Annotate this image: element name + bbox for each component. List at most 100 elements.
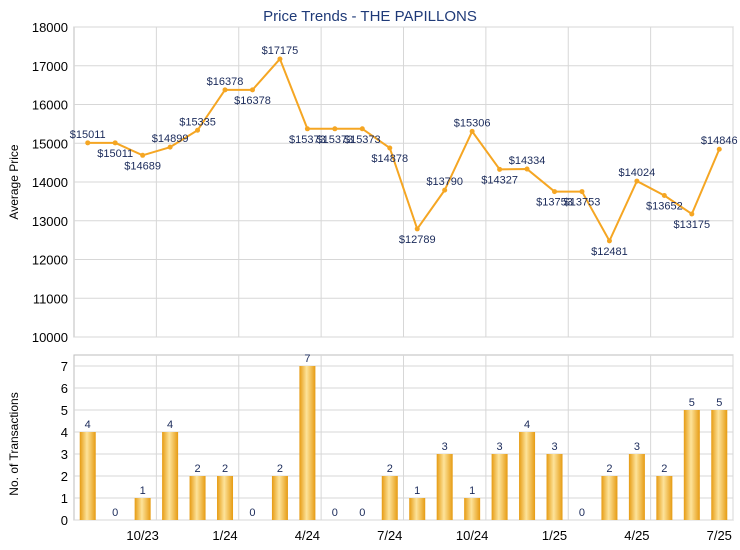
price-point <box>579 189 585 195</box>
transactions-axis-label: No. of Transactions <box>7 392 21 495</box>
x-tick-label: 1/25 <box>542 528 567 543</box>
transactions-bar <box>711 410 728 520</box>
price-line <box>87 57 721 242</box>
transactions-tick-label: 3 <box>61 447 68 462</box>
transactions-data-label: 2 <box>222 463 228 475</box>
price-point <box>332 126 338 132</box>
price-point <box>689 211 695 217</box>
price-point <box>112 140 118 146</box>
price-point <box>85 140 91 146</box>
transactions-data-label: 5 <box>716 397 722 409</box>
price-tick-label: 17000 <box>32 59 68 74</box>
price-data-label: $15306 <box>454 117 491 129</box>
price-data-label: $13790 <box>426 176 463 188</box>
transactions-tick-label: 2 <box>61 469 68 484</box>
price-point <box>524 166 530 172</box>
price-data-label: $15373 <box>289 134 326 146</box>
transactions-tick-label: 6 <box>61 381 68 396</box>
price-data-label: $14878 <box>371 153 408 165</box>
price-tick-label: 16000 <box>32 98 68 113</box>
transactions-bar <box>79 432 96 520</box>
chart-title: Price Trends - THE PAPILLONS <box>263 8 477 25</box>
transactions-bar <box>299 366 316 520</box>
price-tick-label: 13000 <box>32 214 68 229</box>
transactions-data-label: 1 <box>469 485 475 497</box>
price-data-label: $16378 <box>234 95 271 107</box>
transactions-bar <box>464 498 481 520</box>
price-data-label: $14327 <box>481 174 518 186</box>
x-tick-label: 10/23 <box>126 528 159 543</box>
price-data-label: $13652 <box>646 200 683 212</box>
transactions-data-label: 2 <box>606 463 612 475</box>
price-data-label: $14024 <box>619 167 656 179</box>
transactions-data-label: 2 <box>387 463 393 475</box>
transactions-bar <box>217 476 234 520</box>
price-data-label: $16378 <box>207 76 244 88</box>
price-data-label: $15011 <box>97 148 133 160</box>
transactions-tick-label: 4 <box>61 425 68 440</box>
price-data-label: $15373 <box>344 134 381 146</box>
transactions-data-label: 0 <box>249 507 255 519</box>
transactions-data-label: 0 <box>332 507 338 519</box>
price-point <box>469 128 475 134</box>
transactions-panel: 0 1 2 3 4 5 6 7 4 0 1 4 2 2 0 2 7 0 0 2 1 3 1 3 4 3 0 2 3 2 5 5 10/23 1/2… <box>61 353 734 543</box>
price-data-label: $15373 <box>316 134 353 146</box>
price-axis-label: Average Price <box>7 144 21 219</box>
price-point <box>442 187 448 193</box>
transactions-data-label: 0 <box>359 507 365 519</box>
transactions-bar <box>628 454 645 520</box>
transactions-data-label: 1 <box>140 485 146 497</box>
transactions-bar <box>683 410 700 520</box>
price-point <box>387 145 393 151</box>
price-data-label: $13175 <box>673 219 710 231</box>
price-data-label: $13753 <box>564 197 601 209</box>
transactions-bar <box>271 476 288 520</box>
price-data-label: $15335 <box>179 116 216 128</box>
price-tick-label: 12000 <box>32 253 68 268</box>
price-tick-label: 10000 <box>32 330 68 345</box>
price-data-label: $15011 <box>70 129 106 141</box>
transactions-data-label: 2 <box>277 463 283 475</box>
price-data-label: $13753 <box>536 197 573 209</box>
transactions-data-label: 7 <box>304 353 310 365</box>
price-data-label: $14846 <box>701 135 738 147</box>
transactions-data-label: 3 <box>551 441 557 453</box>
price-tick-label: 18000 <box>32 20 68 35</box>
transactions-bar <box>381 476 398 520</box>
transactions-bar <box>409 498 426 520</box>
transactions-tick-label: 1 <box>61 491 68 506</box>
x-tick-label: 7/24 <box>377 528 402 543</box>
transactions-bar <box>189 476 206 520</box>
price-point <box>606 238 612 244</box>
transactions-data-label: 4 <box>167 419 173 431</box>
transactions-tick-label: 7 <box>61 359 68 374</box>
transactions-data-label: 4 <box>524 419 530 431</box>
transactions-data-label: 2 <box>195 463 201 475</box>
price-point <box>497 166 503 172</box>
price-point <box>277 56 283 62</box>
transactions-bar <box>546 454 563 520</box>
transactions-bar <box>134 498 151 520</box>
price-panel: 10000 11000 12000 13000 14000 15000 16000 17000… <box>32 20 738 345</box>
transactions-data-label: 0 <box>579 507 585 519</box>
transactions-data-label: 2 <box>661 463 667 475</box>
transactions-data-label: 3 <box>634 441 640 453</box>
transactions-data-label: 3 <box>442 441 448 453</box>
x-tick-label: 4/25 <box>624 528 649 543</box>
price-data-label: $12481 <box>591 246 628 258</box>
transactions-bar <box>491 454 508 520</box>
price-data-label: $14334 <box>509 155 546 167</box>
price-tick-label: 14000 <box>32 175 68 190</box>
transactions-data-label: 5 <box>689 397 695 409</box>
price-point <box>359 126 365 132</box>
transactions-bar <box>601 476 618 520</box>
x-tick-label: 4/24 <box>295 528 320 543</box>
price-point <box>634 178 640 184</box>
price-point <box>414 226 420 232</box>
price-point <box>552 189 558 195</box>
price-point <box>249 87 255 93</box>
price-point <box>140 152 146 158</box>
x-tick-label: 1/24 <box>212 528 237 543</box>
transactions-tick-label: 0 <box>61 513 68 528</box>
